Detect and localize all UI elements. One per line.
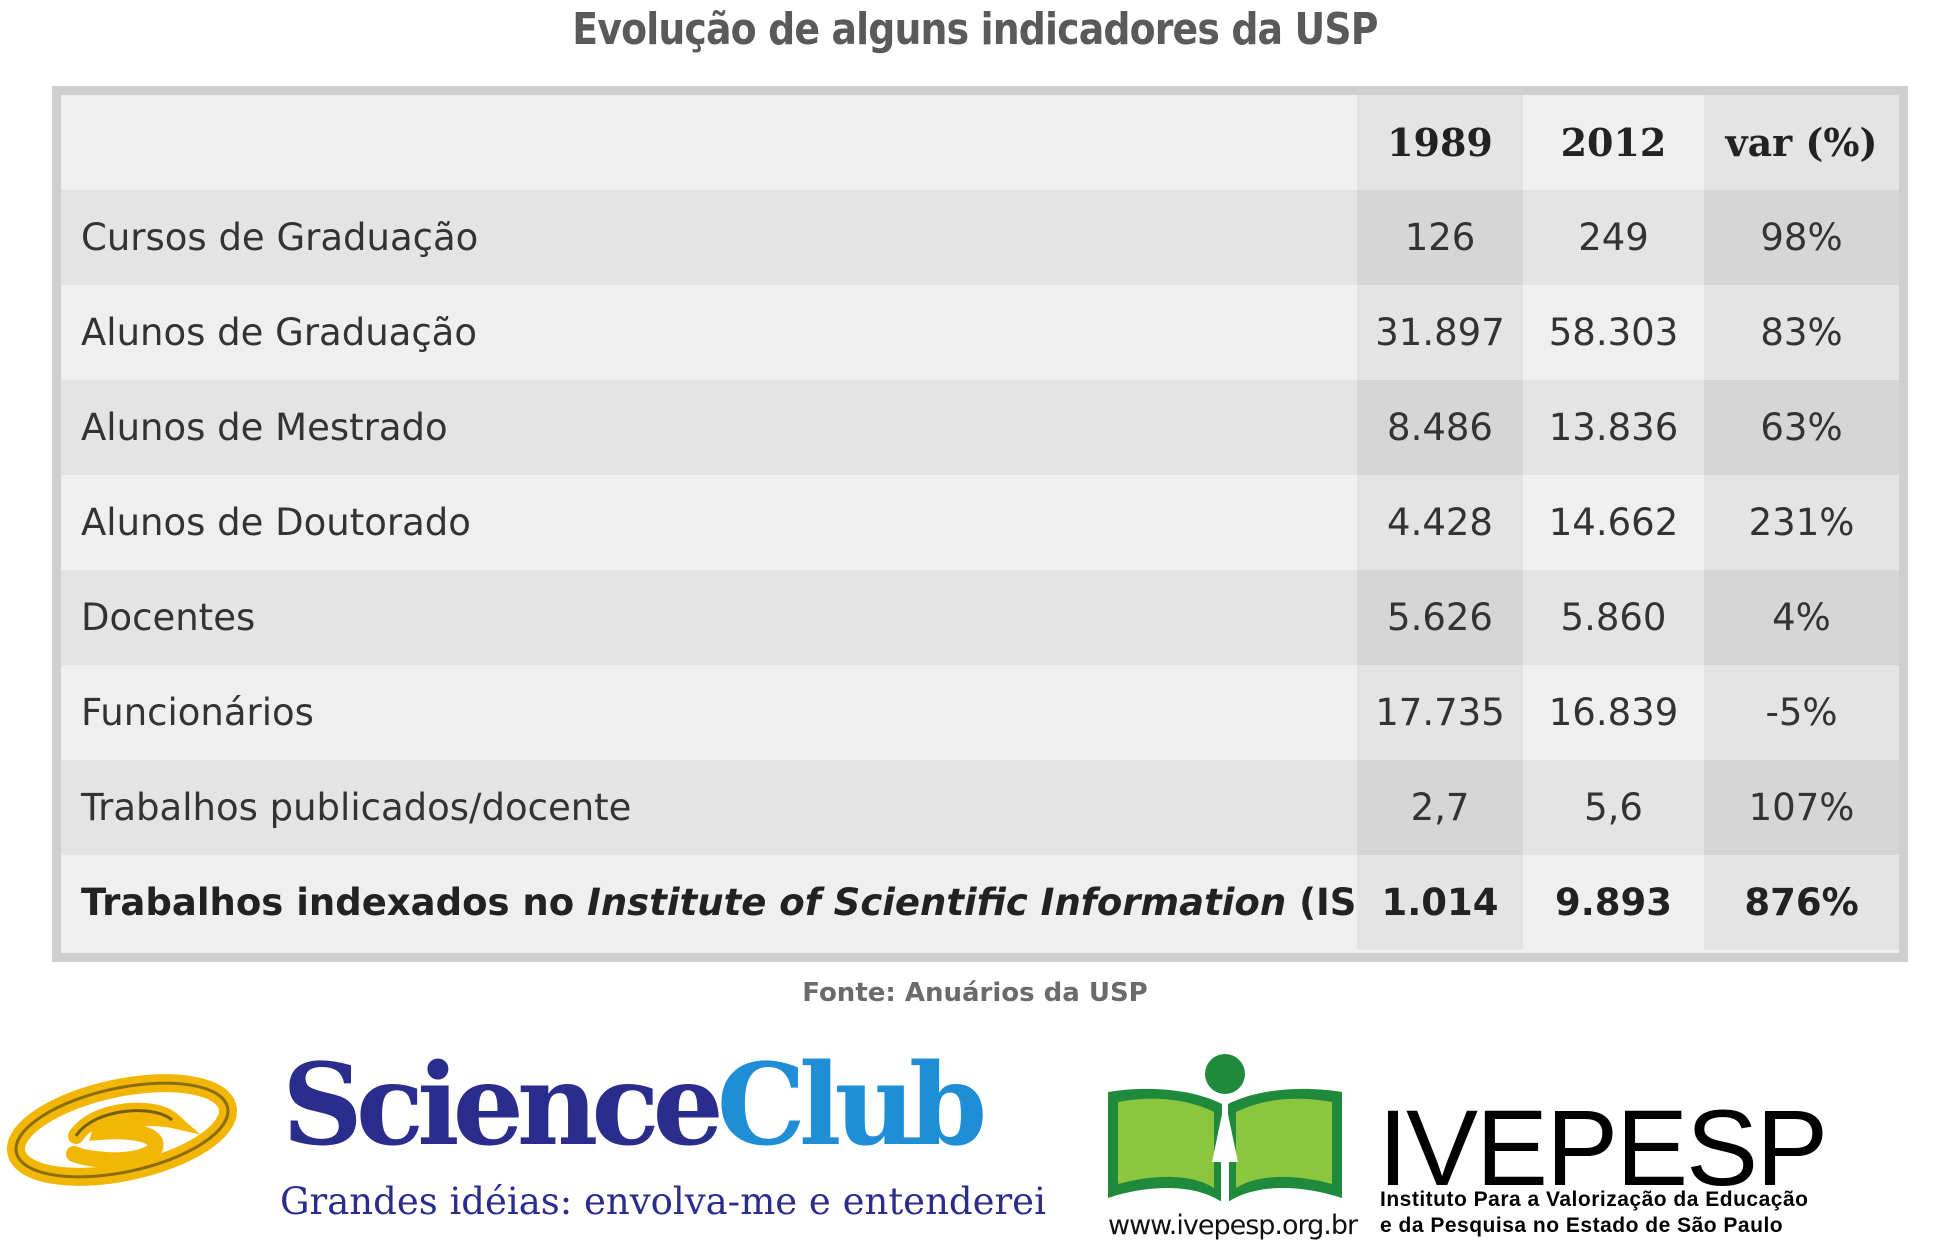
value-1989: 17.735	[1357, 665, 1523, 760]
scienceclub-swoosh-icon	[6, 1074, 238, 1186]
table-row: Funcionários 17.735 16.839 -5%	[61, 665, 1899, 760]
value-var: 83%	[1704, 285, 1899, 380]
scienceclub-word-science: Science	[282, 1040, 724, 1171]
value-2012: 13.836	[1523, 380, 1704, 475]
scienceclub-tagline: Grandes idéias: envolva-me e entenderei	[280, 1180, 1046, 1223]
table-row: Trabalhos publicados/docente 2,7 5,6 107…	[61, 760, 1899, 855]
table-row: Alunos de Doutorado 4.428 14.662 231%	[61, 475, 1899, 570]
page-title: Evolução de alguns indicadores da USP	[572, 4, 1378, 55]
value-var: 231%	[1704, 475, 1899, 570]
header-var: var (%)	[1704, 95, 1899, 190]
row-label-prefix: Trabalhos indexados no	[81, 881, 588, 924]
value-2012: 5,6	[1523, 760, 1704, 855]
value-2012: 58.303	[1523, 285, 1704, 380]
value-var: -5%	[1704, 665, 1899, 760]
value-var: 63%	[1704, 380, 1899, 475]
table-row: Alunos de Graduação 31.897 58.303 83%	[61, 285, 1899, 380]
ivepesp-url: www.ivepesp.org.br	[1108, 1210, 1358, 1241]
row-label: Docentes	[61, 570, 1357, 665]
row-label: Funcionários	[61, 665, 1357, 760]
value-1989: 5.626	[1357, 570, 1523, 665]
row-label: Cursos de Graduação	[61, 190, 1357, 285]
row-label: Alunos de Graduação	[61, 285, 1357, 380]
ivepesp-subtitle-line2: e da Pesquisa no Estado de São Paulo	[1380, 1214, 1784, 1237]
value-2012: 9.893	[1523, 855, 1704, 950]
value-2012: 5.860	[1523, 570, 1704, 665]
open-book-icon	[1108, 1054, 1342, 1204]
row-label-italic: Institute of Scientific Information	[587, 881, 1287, 924]
value-1989: 2,7	[1357, 760, 1523, 855]
value-2012: 14.662	[1523, 475, 1704, 570]
value-1989: 1.014	[1357, 855, 1523, 950]
table-row-total: Trabalhos indexados no Institute of Scie…	[61, 855, 1899, 950]
row-label: Alunos de Mestrado	[61, 380, 1357, 475]
header-1989: 1989	[1357, 95, 1523, 190]
ivepesp-subtitle-line1: Instituto Para a Valorização da Educação	[1380, 1188, 1809, 1211]
indicators-table: 1989 2012 var (%) Cursos de Graduação 12…	[52, 86, 1908, 962]
value-var: 107%	[1704, 760, 1899, 855]
header-label	[61, 95, 1357, 190]
value-2012: 249	[1523, 190, 1704, 285]
value-var: 876%	[1704, 855, 1899, 950]
scienceclub-wordmark: ScienceClub	[282, 1050, 987, 1162]
row-label: Trabalhos indexados no Institute of Scie…	[61, 855, 1387, 950]
value-2012: 16.839	[1523, 665, 1704, 760]
table-header-row: 1989 2012 var (%)	[61, 95, 1899, 190]
value-1989: 4.428	[1357, 475, 1523, 570]
value-1989: 8.486	[1357, 380, 1523, 475]
table-row: Docentes 5.626 5.860 4%	[61, 570, 1899, 665]
ivepesp-wordmark: IVEPESP	[1378, 1087, 1828, 1208]
value-1989: 126	[1357, 190, 1523, 285]
value-var: 4%	[1704, 570, 1899, 665]
row-label: Trabalhos publicados/docente	[61, 760, 1357, 855]
value-1989: 31.897	[1357, 285, 1523, 380]
table-row: Cursos de Graduação 126 249 98%	[61, 190, 1899, 285]
source-note: Fonte: Anuários da USP	[802, 978, 1148, 1008]
table-row: Alunos de Mestrado 8.486 13.836 63%	[61, 380, 1899, 475]
header-2012: 2012	[1523, 95, 1704, 190]
value-var: 98%	[1704, 190, 1899, 285]
scienceclub-word-club: Club	[716, 1040, 987, 1171]
row-label: Alunos de Doutorado	[61, 475, 1357, 570]
